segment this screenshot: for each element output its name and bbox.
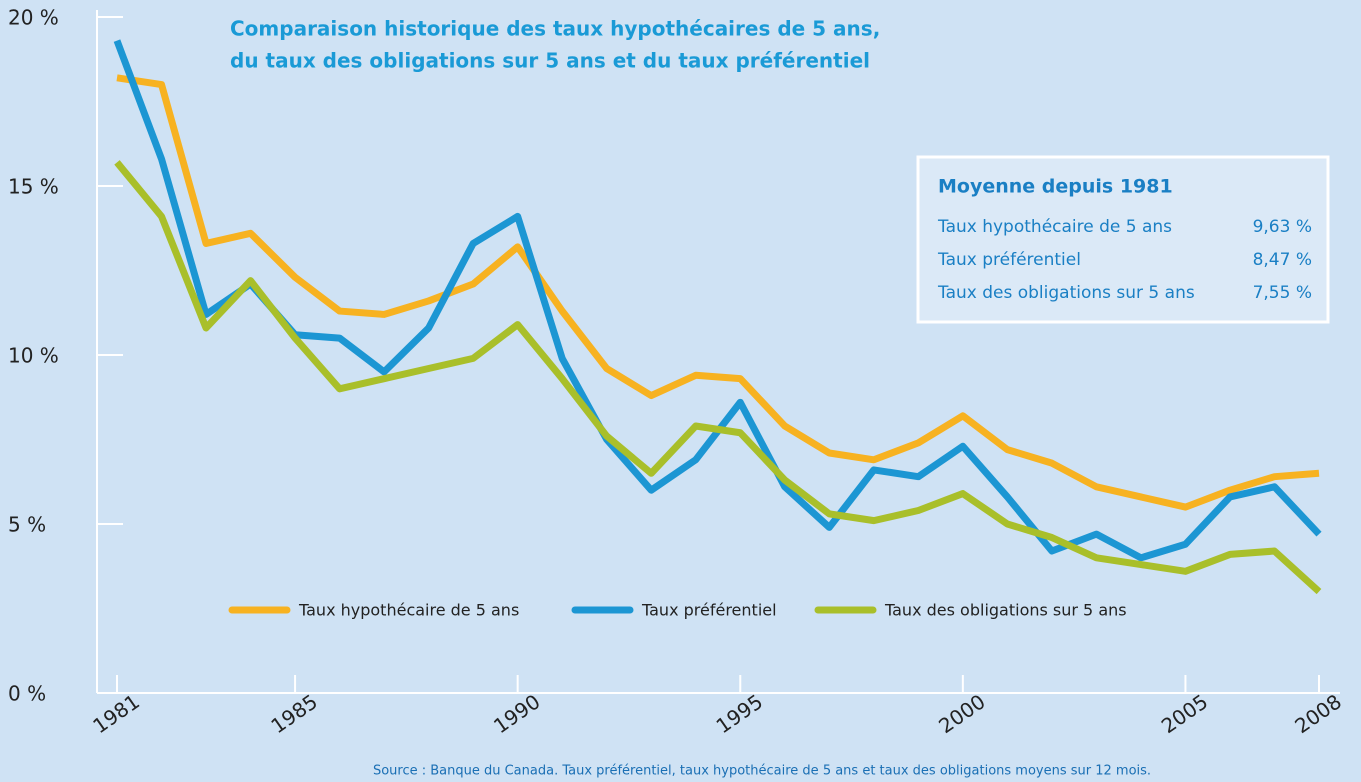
inset-label: Taux préférentiel [937,250,1081,270]
inset-label: Taux hypothécaire de 5 ans [937,217,1172,237]
y-tick-label: 5 % [8,513,46,537]
y-tick-label: 20 % [8,6,59,30]
source-note: Source : Banque du Canada. Taux préféren… [373,764,1151,779]
legend-label: Taux hypothécaire de 5 ans [298,601,519,620]
inset-value: 9,63 % [1253,217,1312,237]
inset-label: Taux des obligations sur 5 ans [937,283,1195,303]
legend-label: Taux préférentiel [641,601,777,620]
chart-title: du taux des obligations sur 5 ans et du … [230,49,870,73]
inset-value: 7,55 % [1253,283,1312,303]
inset-title: Moyenne depuis 1981 [938,176,1173,198]
y-tick-label: 10 % [8,344,59,368]
chart-title: Comparaison historique des taux hypothéc… [230,17,880,41]
background [0,0,1361,782]
y-tick-label: 15 % [8,175,59,199]
inset-value: 8,47 % [1253,250,1312,270]
legend-label: Taux des obligations sur 5 ans [884,601,1127,620]
chart: Comparaison historique des taux hypothéc… [0,0,1361,782]
y-tick-label: 0 % [8,682,46,706]
